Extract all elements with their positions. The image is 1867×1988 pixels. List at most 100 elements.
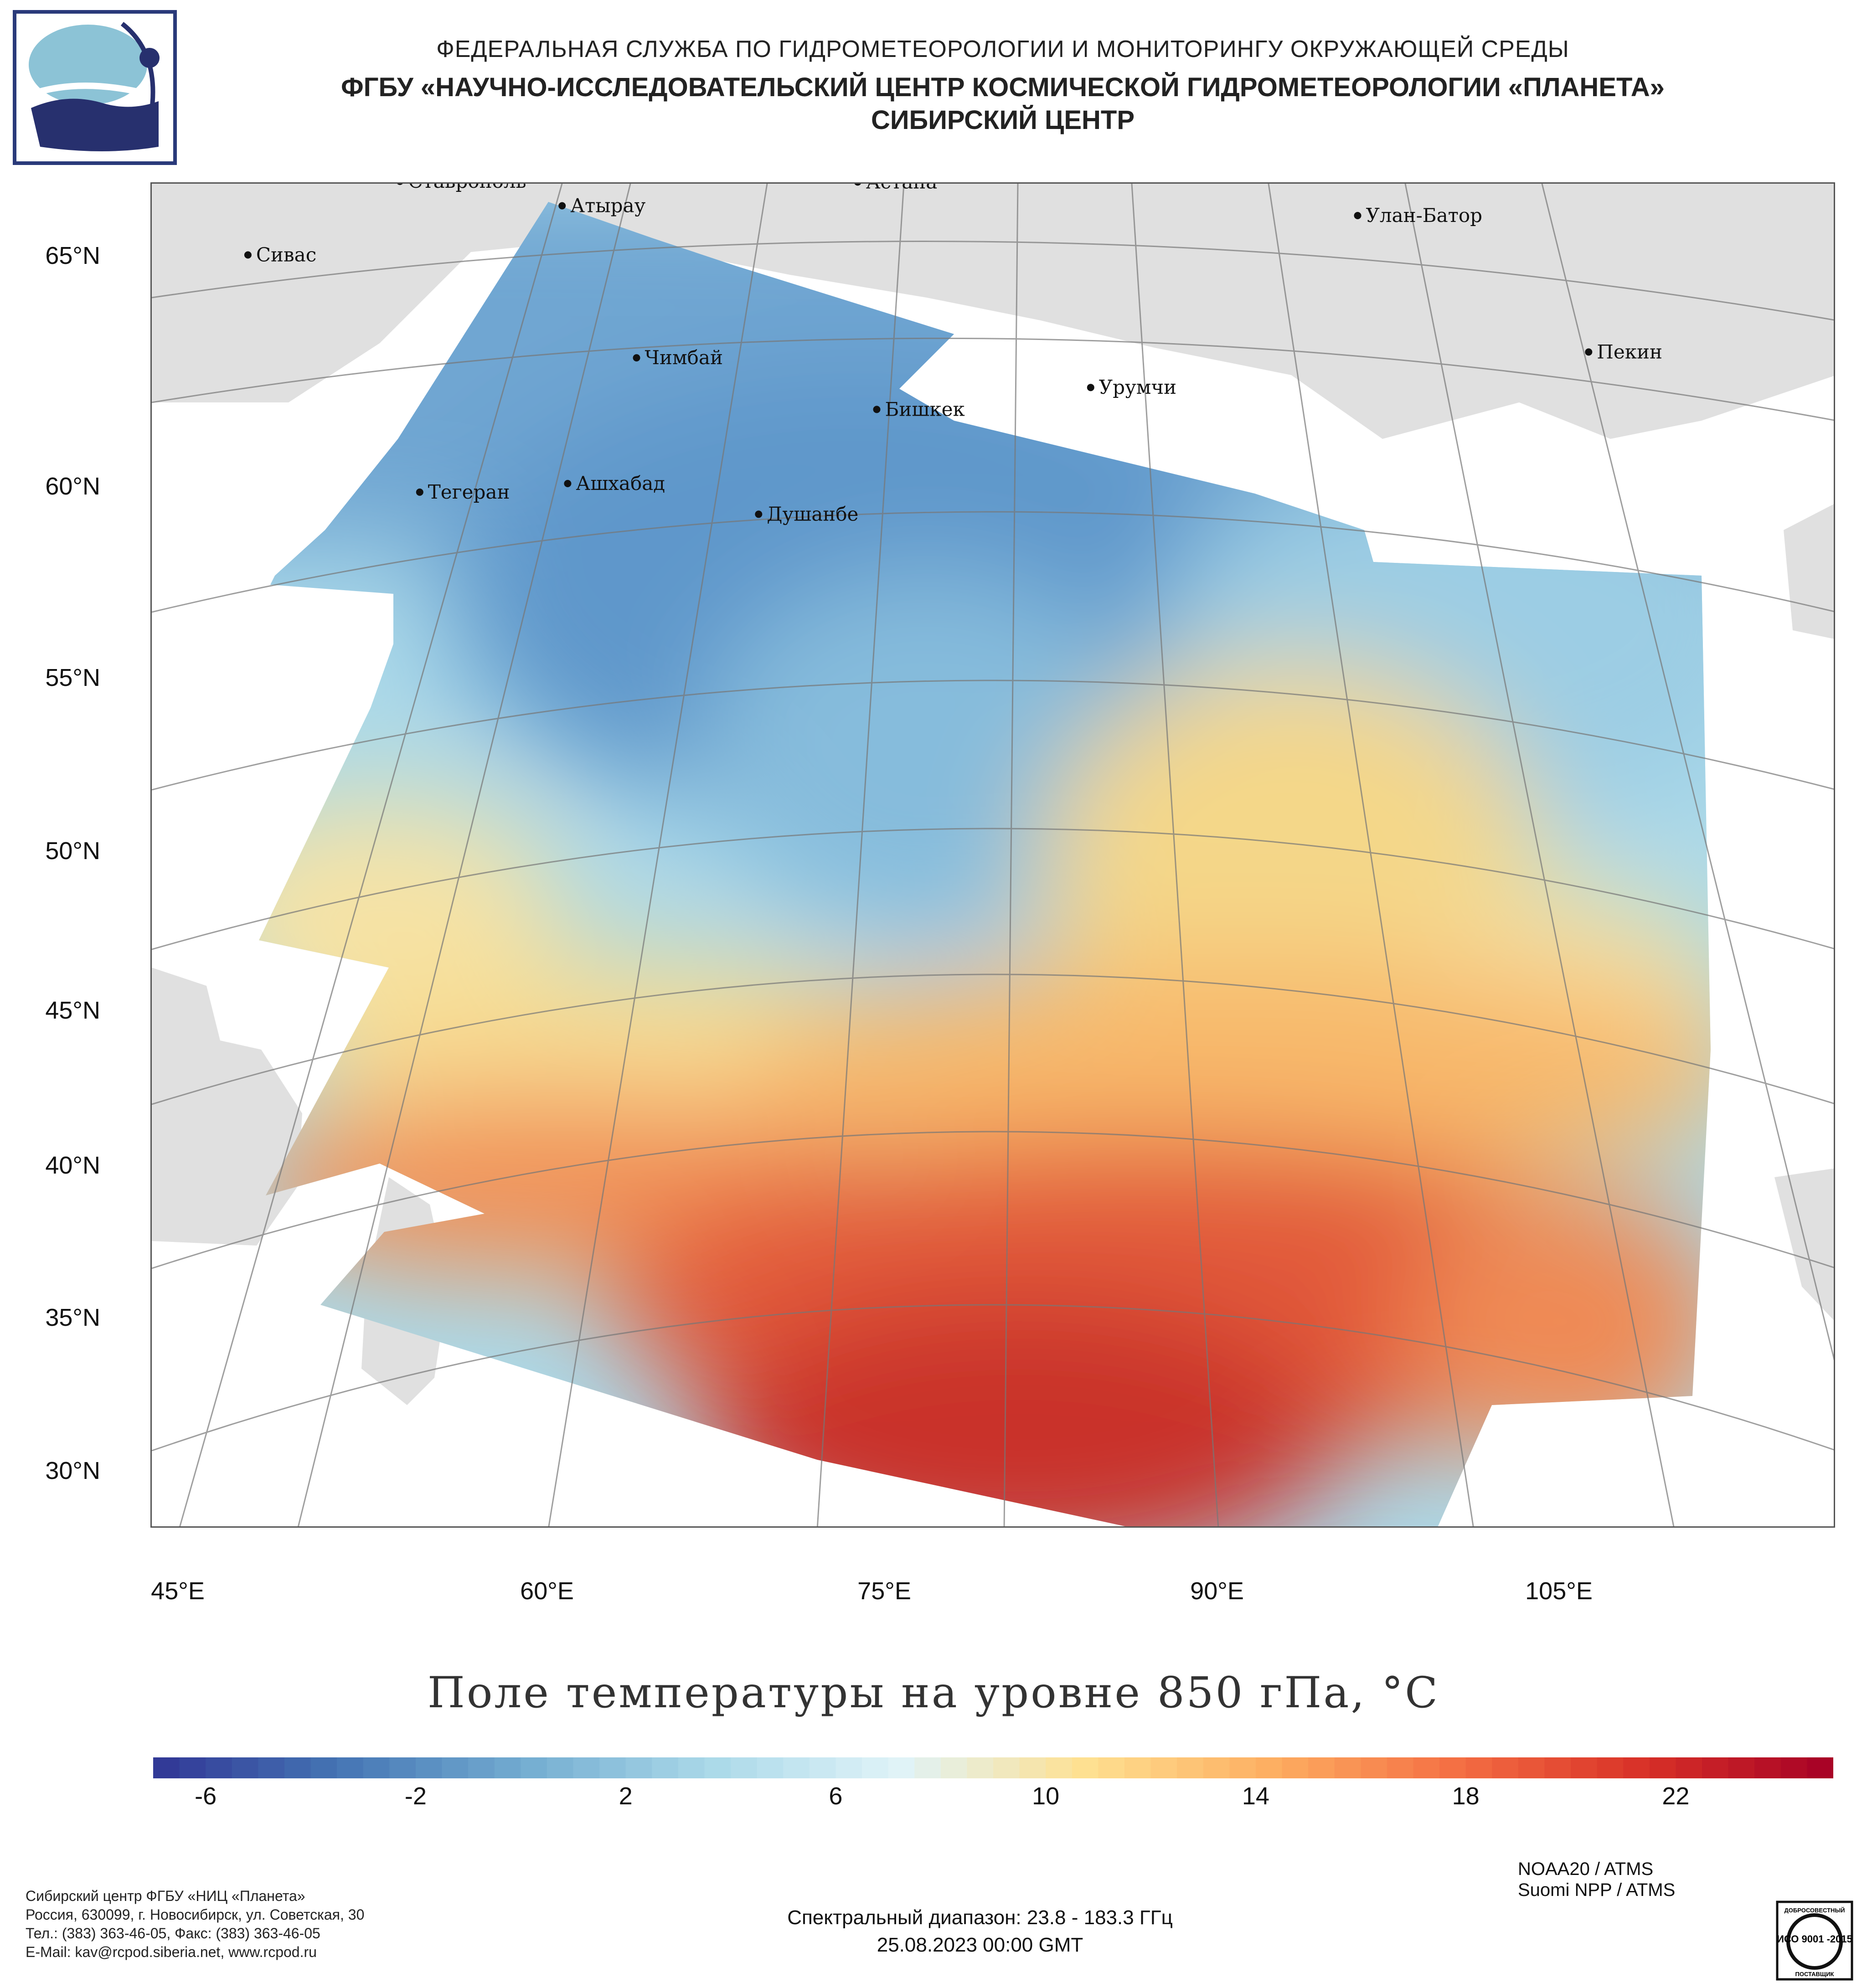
iso-badge-middle: ИСО 9001 -2015 [1777, 1933, 1852, 1945]
colorbar-segment [993, 1757, 1020, 1778]
colorbar-segment [573, 1757, 600, 1778]
colorbar-segment [599, 1757, 626, 1778]
colorbar-segment [1492, 1757, 1519, 1778]
colorbar-segment [1807, 1757, 1833, 1778]
lat-label-40: 40°N [45, 1152, 100, 1179]
city-label: Пекин [1597, 340, 1662, 363]
yellow-sea [1774, 1168, 1834, 1320]
okhotsk-sea [1784, 504, 1834, 639]
colorbar-segment [1780, 1757, 1807, 1778]
colorbar-segment [1072, 1757, 1099, 1778]
colorbar-segment [284, 1757, 311, 1778]
contact-line: Россия, 630099, г. Новосибирск, ул. Сове… [26, 1906, 365, 1923]
colorbar-segment [1518, 1757, 1545, 1778]
colorbar-segment [1046, 1757, 1073, 1778]
colorbar-segment [940, 1757, 967, 1778]
city-marker [558, 202, 566, 210]
colorbar-segment [704, 1757, 731, 1778]
city-marker [244, 251, 252, 259]
city-label: Душанбе [767, 503, 858, 525]
contact-info: Сибирский центр ФГБУ «НИЦ «Планета» Росс… [26, 1887, 364, 1962]
lat-label-55: 55°N [45, 664, 100, 691]
black-sea [152, 968, 302, 1246]
colorbar-segment [1702, 1757, 1729, 1778]
colorbar-segment [1439, 1757, 1466, 1778]
colorbar-tick-label: 6 [829, 1782, 843, 1810]
colorbar-segment [652, 1757, 679, 1778]
colorbar-segment [1282, 1757, 1309, 1778]
colorbar-segment [1544, 1757, 1571, 1778]
contact-line: E-Mail: kav@rcpod.siberia.net, www.rcpod… [26, 1944, 317, 1960]
colorbar-segment [179, 1757, 206, 1778]
colorbar-segment [1334, 1757, 1361, 1778]
colorbar [153, 1757, 1833, 1778]
map-canvas: ДиксонХатангаСабеттаНорильскАрхангельскИ… [152, 184, 1834, 1526]
colorbar-tick-label: -6 [195, 1782, 217, 1810]
city-marker [854, 184, 861, 186]
lat-label-30: 30°N [45, 1457, 100, 1484]
colorbar-tick-label: 14 [1242, 1782, 1269, 1810]
colorbar-segment [1308, 1757, 1335, 1778]
satellite-item: Suomi NPP / ATMS [1518, 1880, 1676, 1900]
colorbar-segment [625, 1757, 652, 1778]
lon-label-45: 45°E [151, 1577, 205, 1605]
colorbar-segment [232, 1757, 258, 1778]
colorbar-tick-label: 10 [1032, 1782, 1060, 1810]
colorbar-tick-label: 22 [1662, 1782, 1690, 1810]
colorbar-segment [1124, 1757, 1151, 1778]
city-label: Ставрополь [408, 184, 526, 192]
colorbar-segment [1676, 1757, 1702, 1778]
colorbar-segment [1649, 1757, 1676, 1778]
city-label: Сивас [256, 243, 316, 266]
temperature-field [259, 202, 1711, 1526]
city-marker [1354, 212, 1362, 219]
satellite-list: NOAA20 / ATMS Suomi NPP / ATMS [1518, 1859, 1675, 1900]
colorbar-segment [1150, 1757, 1177, 1778]
city-label: Атырау [570, 195, 645, 217]
city-label: Бишкек [885, 398, 965, 420]
colorbar-segment [153, 1757, 180, 1778]
colorbar-segment [1229, 1757, 1256, 1778]
colorbar-segment [757, 1757, 784, 1778]
colorbar-segment [678, 1757, 705, 1778]
city-marker [564, 480, 572, 487]
colorbar-segment [415, 1757, 443, 1778]
colorbar-tick-label: -2 [404, 1782, 427, 1810]
colorbar-segment [731, 1757, 758, 1778]
colorbar-segment [389, 1757, 416, 1778]
colorbar-segment [363, 1757, 390, 1778]
colorbar-segment [337, 1757, 364, 1778]
colorbar-segment [836, 1757, 862, 1778]
colorbar-segment [310, 1757, 337, 1778]
city-label: Тегеран [428, 481, 510, 503]
city-marker [873, 406, 881, 413]
colorbar-segment [1098, 1757, 1125, 1778]
city-marker [1087, 384, 1094, 391]
satellite-item: NOAA20 / ATMS [1518, 1859, 1654, 1879]
colorbar-segment [442, 1757, 469, 1778]
colorbar-segment [862, 1757, 889, 1778]
lon-label-105: 105°E [1525, 1577, 1593, 1605]
colorbar-segment [1597, 1757, 1624, 1778]
colorbar-segment [1387, 1757, 1414, 1778]
lat-label-50: 50°N [45, 837, 100, 865]
header-line-1: ФЕДЕРАЛЬНАЯ СЛУЖБА ПО ГИДРОМЕТЕОРОЛОГИИ … [436, 36, 1569, 62]
colorbar-tick-label: 18 [1452, 1782, 1480, 1810]
lon-label-90: 90°E [1190, 1577, 1244, 1605]
observation-datetime: 25.08.2023 00:00 GMT [877, 1934, 1083, 1956]
city-marker [633, 354, 640, 362]
contact-line: Сибирский центр ФГБУ «НИЦ «Планета» [26, 1888, 305, 1904]
colorbar-segment [468, 1757, 495, 1778]
iso-badge-bottom: ПОСТАВЩИК [1795, 1971, 1834, 1978]
colorbar-segment [888, 1757, 915, 1778]
lon-label-75: 75°E [857, 1577, 911, 1605]
city-marker [1585, 348, 1593, 356]
city-marker [397, 184, 403, 185]
cities-layer: ДиксонХатангаСабеттаНорильскАрхангельскИ… [244, 184, 1662, 525]
colorbar-segment [1413, 1757, 1440, 1778]
lat-label-45: 45°N [45, 997, 100, 1024]
colorbar-segment [1571, 1757, 1598, 1778]
colorbar-segment [206, 1757, 232, 1778]
colorbar-segment [1203, 1757, 1230, 1778]
